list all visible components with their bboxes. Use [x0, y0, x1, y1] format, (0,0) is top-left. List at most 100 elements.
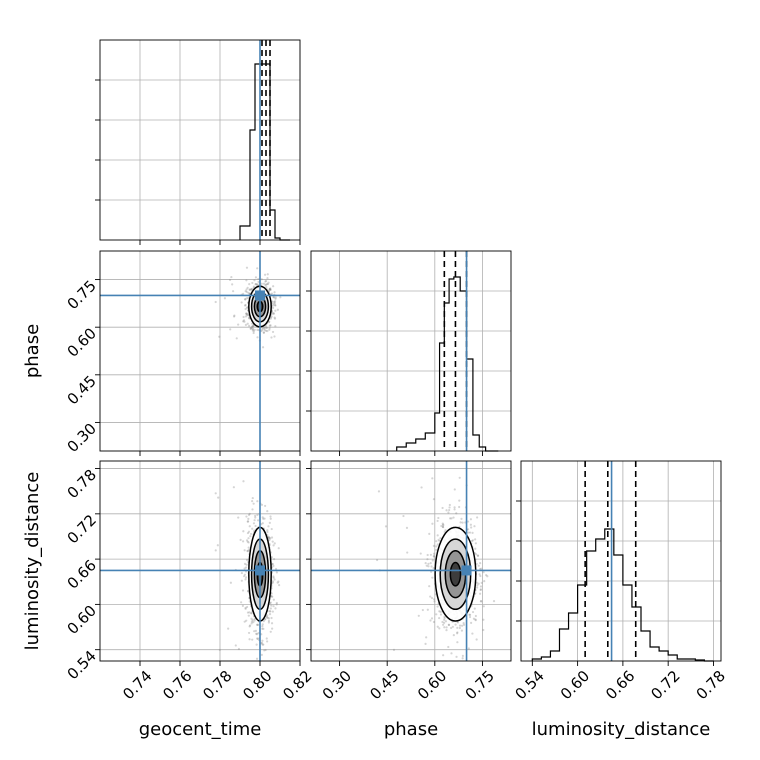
panel-geocent_time-luminosity_distance-sample: [275, 571, 278, 574]
panel-geocent_time-phase-sample: [245, 290, 248, 294]
panel-phase-luminosity_distance-sample: [428, 585, 431, 588]
panel-phase-luminosity_distance-sample: [424, 561, 427, 565]
panel-phase-luminosity_distance-sample: [436, 625, 439, 628]
y-tick-label-phase-3: 0.75: [64, 277, 100, 313]
panel-geocent_time-luminosity_distance-sample: [262, 627, 265, 630]
panel-geocent_time-luminosity_distance-sample: [269, 517, 272, 520]
panel-geocent_time-luminosity_distance-sample: [242, 540, 245, 543]
panel-phase-luminosity_distance-sample: [402, 514, 405, 518]
panel-phase-luminosity_distance-sample: [474, 618, 477, 621]
panel-geocent_time-phase-sample: [247, 296, 250, 300]
panel-phase-luminosity_distance-sample: [460, 629, 464, 632]
panel-phase-luminosity_distance-sample: [471, 632, 474, 635]
panel-geocent_time-luminosity_distance-sample: [276, 581, 279, 584]
panel-geocent_time-luminosity_distance-sample: [264, 617, 267, 621]
panel-phase-luminosity_distance-sample: [432, 498, 436, 501]
panel-geocent_time-phase-sample: [250, 326, 253, 329]
panel-geocent_time-luminosity_distance-sample: [275, 601, 278, 605]
panel-phase-luminosity_distance-sample: [438, 610, 441, 613]
panel-phase-luminosity_distance-sample: [435, 545, 438, 548]
panel-phase-luminosity_distance-sample: [447, 623, 451, 627]
panel-phase-luminosity_distance-sample: [456, 621, 460, 624]
panel-geocent_time-luminosity_distance-sample: [251, 618, 254, 621]
panel-geocent_time-luminosity_distance-sample: [269, 607, 272, 610]
panel-phase-luminosity_distance-sample: [453, 506, 456, 509]
panel-geocent_time-luminosity_distance-sample: [257, 632, 260, 635]
panel-phase-luminosity_distance-sample: [426, 608, 429, 611]
panel-geocent_time-luminosity_distance-sample: [248, 625, 251, 628]
panel-geocent_time-luminosity_distance-sample: [273, 578, 276, 581]
panel-geocent_time-luminosity_distance-sample: [243, 549, 246, 552]
panel-geocent_time-luminosity_distance-sample: [252, 621, 255, 624]
panel-geocent_time-phase-sample: [272, 285, 275, 288]
panel-phase-luminosity_distance-sample: [474, 547, 477, 550]
panel-geocent_time-luminosity_distance-sample: [272, 576, 275, 579]
panel-geocent_time-phase-sample: [257, 280, 260, 284]
panel-phase-luminosity_distance-sample: [442, 524, 445, 527]
panel-geocent_time-phase-sample: [260, 278, 263, 281]
panel-geocent_time-luminosity_distance-sample: [237, 647, 241, 651]
panel-geocent_time-luminosity_distance-sample: [269, 610, 272, 613]
panel-geocent_time-luminosity_distance-sample: [260, 503, 264, 506]
panel-geocent_time-phase-sample: [273, 291, 276, 294]
panel-geocent_time-phase-sample: [266, 282, 270, 286]
panel-phase-luminosity_distance-sample: [467, 647, 470, 650]
panel-geocent_time-luminosity_distance-sample: [243, 620, 246, 623]
panel-geocent_time-phase-sample: [265, 326, 268, 329]
panel-geocent_time-phase-sample: [245, 312, 248, 315]
panel-geocent_time-luminosity_distance-sample: [243, 562, 247, 565]
panel-geocent_time-luminosity_distance-sample: [272, 575, 275, 578]
panel-phase-luminosity_distance-sample: [492, 600, 496, 603]
panel-geocent_time-phase-sample: [244, 323, 248, 326]
panel-geocent_time-luminosity_distance-sample: [245, 539, 249, 542]
panel-geocent_time-phase-sample: [266, 329, 269, 333]
panel-phase-luminosity_distance-density-3: [450, 562, 461, 586]
panel-phase-luminosity_distance-sample: [475, 553, 478, 556]
panel-phase-luminosity_distance-sample: [431, 559, 434, 562]
panel-geocent_time-phase-sample: [269, 288, 272, 291]
panel-geocent_time-phase-sample: [273, 304, 277, 307]
panel-geocent_time-luminosity_distance-sample: [269, 630, 272, 633]
panel-geocent_time-phase-sample: [244, 298, 247, 301]
panel-phase-luminosity_distance-sample: [438, 539, 441, 543]
panel-geocent_time-luminosity_distance-sample: [238, 661, 240, 663]
panel-phase-luminosity_distance-sample: [440, 524, 443, 528]
panel-geocent_time-phase-sample: [242, 319, 246, 322]
x-tick-label-geocent_time-2: 0.78: [199, 667, 235, 703]
panel-geocent_time-phase-sample: [251, 329, 254, 332]
panel-geocent_time-luminosity_distance-sample: [264, 504, 267, 508]
panel-geocent_time-phase-sample: [276, 308, 279, 311]
panel-phase-luminosity_distance-sample: [479, 588, 482, 592]
x-tick-label-phase-0: 0.30: [319, 667, 355, 703]
panel-geocent_time-phase-sample: [244, 298, 247, 301]
panel-geocent_time-phase-sample: [265, 285, 268, 289]
x-axis-label-luminosity_distance: luminosity_distance: [532, 719, 711, 740]
panel-phase-luminosity_distance-sample: [432, 555, 436, 558]
panel-phase-luminosity_distance-sample: [435, 613, 438, 616]
panel-geocent_time-phase-sample: [266, 273, 269, 276]
panel-geocent_time-phase-sample: [270, 292, 274, 295]
panel-geocent_time-phase-sample: [214, 300, 217, 304]
panel-phase-luminosity_distance-sample: [419, 552, 422, 555]
panel-geocent_time-luminosity_distance-sample: [251, 638, 254, 641]
panel-geocent_time-phase-sample: [255, 283, 258, 286]
panel-phase-luminosity_distance-sample: [456, 631, 459, 634]
panel-geocent_time-luminosity_distance-sample: [268, 536, 271, 539]
panel-phase-luminosity_distance-sample: [476, 554, 480, 557]
panel-phase-luminosity_distance-sample: [405, 526, 409, 529]
panel-geocent_time-luminosity_distance-sample: [267, 619, 270, 622]
panel-geocent_time-phase-sample: [253, 328, 256, 331]
panel-phase-luminosity_distance-sample: [471, 531, 474, 535]
panel-geocent_time-phase-sample: [223, 297, 226, 300]
panel-geocent_time-luminosity_distance-sample: [273, 542, 276, 545]
panel-geocent_time-luminosity_distance-sample: [246, 540, 249, 543]
panel-geocent_time-luminosity_distance-sample: [218, 648, 221, 652]
panel-geocent_time-luminosity_distance-sample: [271, 562, 274, 566]
panel-phase-luminosity_distance-sample: [486, 575, 489, 578]
panel-phase-luminosity_distance-sample: [483, 580, 486, 583]
panel-geocent_time-phase-sample: [240, 301, 243, 304]
panel-geocent_time-luminosity_distance-sample: [247, 541, 250, 544]
panel-geocent_time-phase-sample: [245, 312, 248, 315]
panel-geocent_time-phase-sample: [253, 279, 256, 282]
panel-geocent_time-luminosity_distance-sample: [247, 513, 251, 516]
